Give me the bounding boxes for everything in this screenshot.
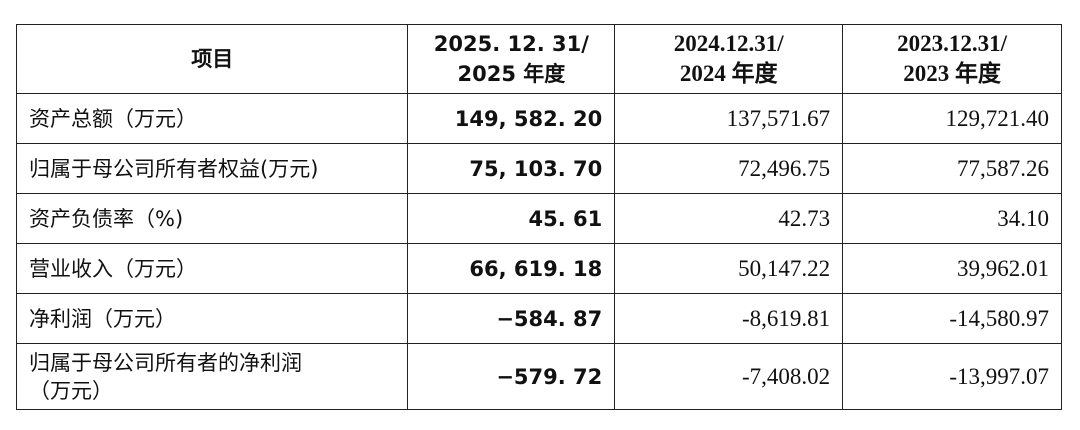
cell-line: 2024.12.31/	[673, 31, 784, 56]
value-cell: -8,619.81	[614, 293, 844, 344]
table-row: 归属于母公司所有者权益(万元) 75, 103. 70 72,496.75 77,58…	[15, 143, 1062, 194]
value-cell: 75, 103. 70	[407, 143, 616, 194]
row-label: 资产总额（万元）	[15, 93, 409, 144]
cell-line: 2025 年度	[457, 62, 566, 86]
value-cell: −579. 72	[407, 343, 616, 410]
value-cell: 34.10	[842, 193, 1062, 244]
value-cell: 50,147.22	[614, 243, 844, 294]
header-cell: 2024.12.31/2024 年度	[614, 24, 844, 94]
value-cell: 77,587.26	[842, 143, 1062, 194]
cell-line: 2025. 12. 31/	[433, 32, 589, 56]
cell-line: 营业收入（万元）	[29, 256, 197, 281]
cell-line: 归属于母公司所有者的净利润	[29, 350, 302, 375]
row-label: 归属于母公司所有者的净利润 （万元）	[15, 343, 409, 410]
cell-line: 净利润（万元）	[29, 306, 176, 331]
row-label: 归属于母公司所有者权益(万元)	[15, 143, 409, 194]
cell-line: 2023.12.31/	[897, 31, 1007, 56]
table-row: 营业收入（万元） 66, 619. 18 50,147.22 39,962.01	[15, 243, 1062, 294]
table-row: 资产总额（万元） 149, 582. 20 137,571.67 129,721.40	[15, 93, 1062, 144]
row-label: 资产负债率（%)	[15, 193, 409, 244]
cell-line: 2024 年度	[679, 61, 778, 86]
value-cell: 66, 619. 18	[407, 243, 616, 294]
value-cell: 129,721.40	[842, 93, 1062, 144]
row-label: 营业收入（万元）	[15, 243, 409, 294]
value-cell: 39,962.01	[842, 243, 1062, 294]
table-row: 资产负债率（%) 45. 61 42.73 34.10	[15, 193, 1062, 244]
table-row: 净利润（万元） −584. 87 -8,619.81 -14,580.97	[15, 293, 1062, 344]
cell-line: （万元）	[29, 378, 113, 403]
value-cell: 45. 61	[407, 193, 616, 244]
cell-line: 资产负债率（%)	[29, 206, 184, 231]
header-cell: 项目	[15, 24, 409, 94]
header-cell: 2023.12.31/2023 年度	[842, 24, 1062, 94]
header-row: 项目 2025. 12. 31/2025 年度 2024.12.31/2024 年度…	[15, 24, 1062, 94]
value-cell: 42.73	[614, 193, 844, 244]
cell-line: 资产总额（万元）	[29, 106, 197, 131]
value-cell: 72,496.75	[614, 143, 844, 194]
table-row: 归属于母公司所有者的净利润 （万元） −579. 72 -7,408.02 -13,99…	[15, 343, 1062, 410]
value-cell: -7,408.02	[614, 343, 844, 410]
cell-line: 归属于母公司所有者权益(万元)	[29, 156, 319, 181]
cell-line: 项目	[191, 47, 234, 71]
table-body: 资产总额（万元） 149, 582. 20 137,571.67 129,721.40…	[15, 93, 1062, 410]
value-cell: 149, 582. 20	[407, 93, 616, 144]
data-table: 项目 2025. 12. 31/2025 年度 2024.12.31/2024 年度…	[15, 24, 1062, 410]
value-cell: −584. 87	[407, 293, 616, 344]
value-cell: 137,571.67	[614, 93, 844, 144]
value-cell: -13,997.07	[842, 343, 1062, 410]
value-cell: -14,580.97	[842, 293, 1062, 344]
cell-line: 2023 年度	[903, 61, 1001, 86]
header-cell: 2025. 12. 31/2025 年度	[407, 24, 616, 94]
row-label: 净利润（万元）	[15, 293, 409, 344]
